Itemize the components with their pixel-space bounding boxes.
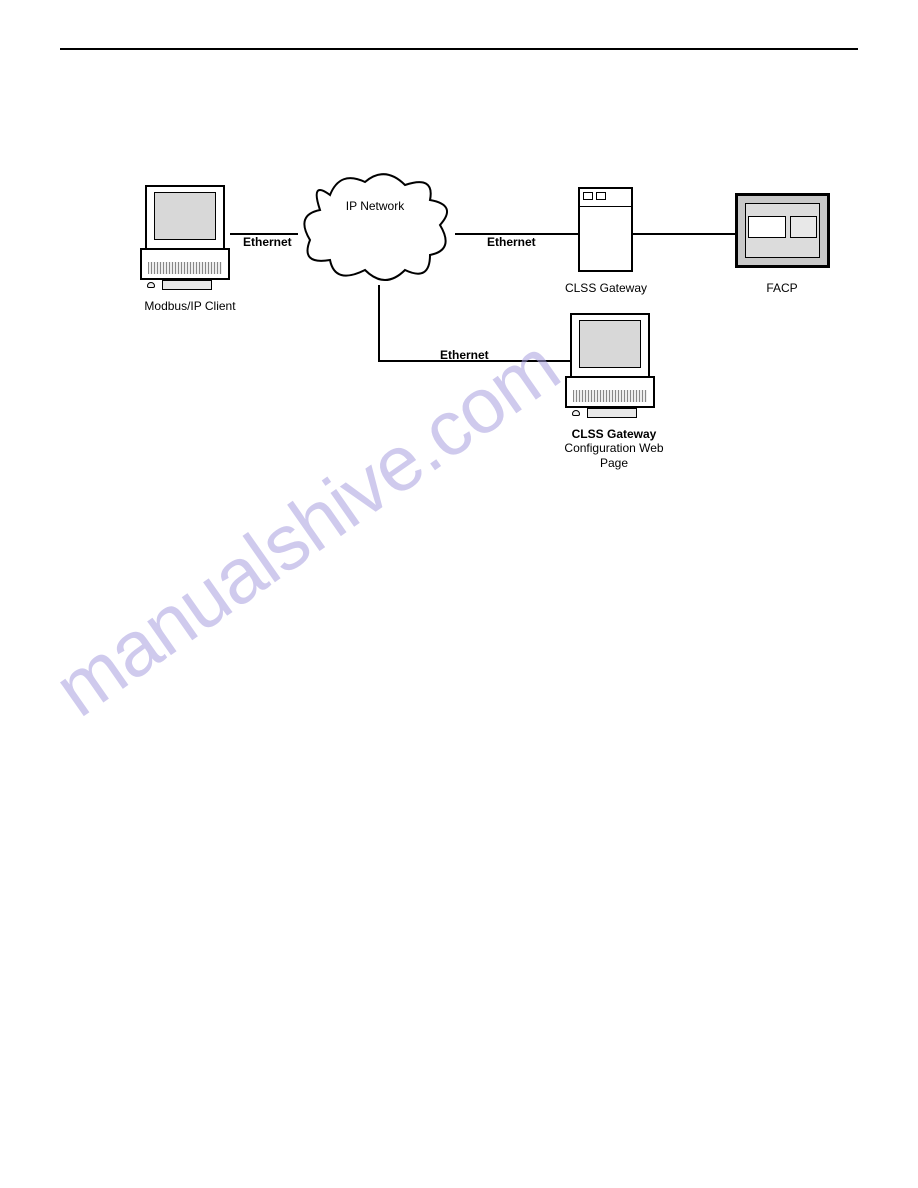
network-diagram: Ethernet Ethernet Ethernet Modbus/IP Cli…	[0, 165, 918, 515]
edge-line	[633, 233, 735, 235]
mouse-icon	[147, 282, 155, 288]
node-ip-network	[290, 160, 460, 290]
mouse-icon	[572, 410, 580, 416]
edge-line	[378, 285, 380, 361]
config-label-3: Page	[600, 456, 628, 470]
node-label-ipnetwork: IP Network	[340, 199, 410, 213]
keyboard-icon	[162, 280, 212, 290]
port-icon	[583, 192, 593, 200]
monitor-icon	[570, 313, 650, 378]
keyboard-icon	[587, 408, 637, 418]
node-label-modbus: Modbus/IP Client	[140, 299, 240, 313]
node-label-facp: FACP	[762, 281, 802, 295]
screen-icon	[154, 192, 216, 240]
node-clss-gateway	[578, 187, 633, 272]
screen-icon	[579, 320, 641, 368]
tower-icon	[140, 248, 230, 280]
facp-inner-icon	[745, 203, 820, 258]
gateway-ports	[580, 189, 631, 207]
monitor-icon	[145, 185, 225, 250]
horizontal-rule	[60, 48, 858, 50]
node-label-config-pc: CLSS Gateway Configuration Web Page	[552, 427, 676, 470]
edge-label-ethernet-3: Ethernet	[440, 348, 489, 362]
edge-label-ethernet-1: Ethernet	[243, 235, 292, 249]
tower-icon	[565, 376, 655, 408]
vent-icon	[573, 390, 647, 402]
edge-label-ethernet-2: Ethernet	[487, 235, 536, 249]
node-label-gateway: CLSS Gateway	[560, 281, 652, 295]
facp-side-icon	[790, 216, 817, 238]
vent-icon	[148, 262, 222, 274]
port-icon	[596, 192, 606, 200]
node-facp	[735, 193, 830, 268]
node-config-pc	[570, 313, 655, 408]
config-label-1: CLSS Gateway	[572, 427, 657, 441]
config-label-2: Configuration Web	[564, 441, 663, 455]
facp-display-icon	[748, 216, 786, 238]
cloud-icon	[290, 160, 460, 290]
node-modbus-client	[145, 185, 230, 280]
